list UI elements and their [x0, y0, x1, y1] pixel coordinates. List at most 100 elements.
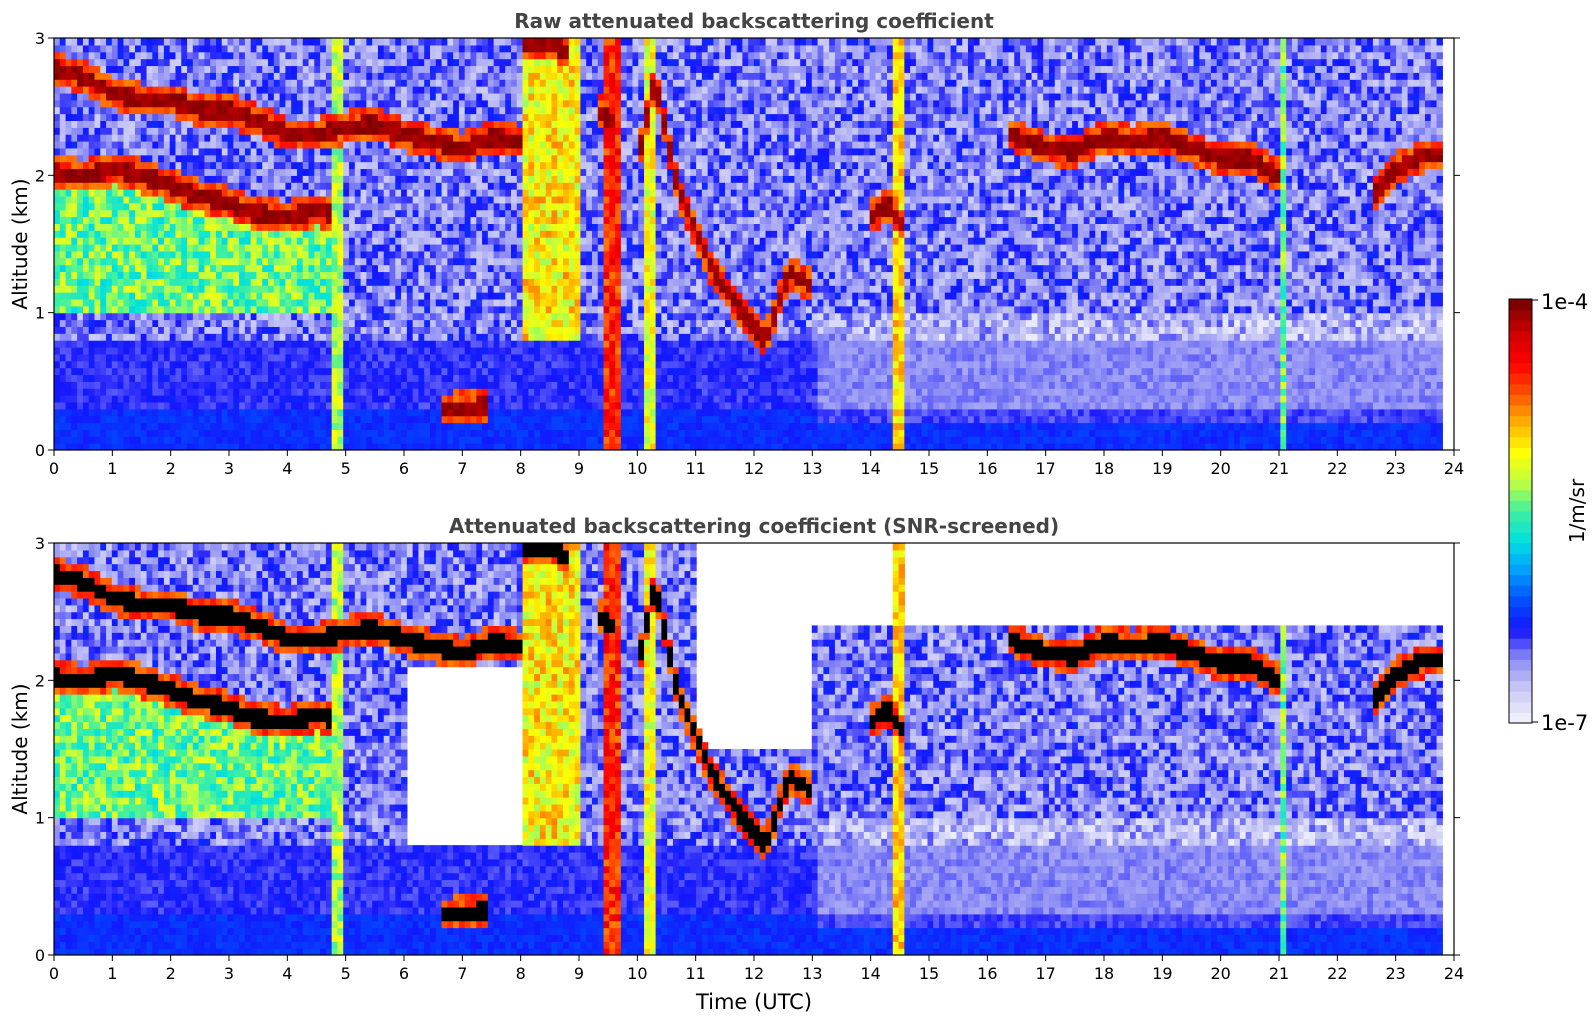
x-tick-label: 10 — [627, 459, 647, 478]
x-tick-label: 18 — [1094, 964, 1114, 983]
colorbar-step — [1509, 479, 1532, 491]
colorbar-step — [1509, 638, 1532, 650]
x-tick-label: 1 — [107, 459, 117, 478]
chart-title-screened: Attenuated backscattering coefficient (S… — [449, 514, 1059, 538]
x-tick-label: 4 — [282, 964, 292, 983]
y-tick-label: 2 — [35, 671, 45, 690]
colorbar-step — [1509, 670, 1532, 682]
colorbar-step — [1509, 553, 1532, 565]
y-tick-label: 1 — [35, 304, 45, 323]
y-tick-label: 2 — [35, 166, 45, 185]
x-tick-label: 15 — [919, 964, 939, 983]
colorbar-step — [1509, 511, 1532, 523]
heatmap-screened — [54, 543, 1454, 955]
x-tick-label: 10 — [627, 964, 647, 983]
x-axis-screened: 0 1 2 3 4 5 6 7 8 9 10 11 12 13 14 15 16 17 18 19 20 21 22 23 24 — [49, 955, 1464, 983]
x-tick-label: 7 — [457, 964, 467, 983]
y-tick-label: 1 — [35, 809, 45, 828]
x-tick-label: 0 — [49, 459, 59, 478]
x-tick-label: 4 — [282, 459, 292, 478]
colorbar-step — [1509, 341, 1532, 353]
x-tick-label: 9 — [574, 964, 584, 983]
colorbar-step — [1509, 574, 1532, 586]
panel-raw: Raw attenuated backscattering coefficien… — [8, 9, 1464, 478]
x-tick-label: 3 — [224, 459, 234, 478]
colorbar-step — [1509, 659, 1532, 671]
x-tick-label: 24 — [1444, 459, 1464, 478]
x-tick-label: 16 — [977, 964, 997, 983]
colorbar-step — [1509, 564, 1532, 576]
x-tick-label: 15 — [919, 459, 939, 478]
x-tick-label: 13 — [802, 964, 822, 983]
colorbar-step — [1509, 362, 1532, 374]
x-tick-label: 22 — [1327, 459, 1347, 478]
colorbar-step — [1509, 489, 1532, 501]
colorbar-step — [1509, 701, 1532, 713]
x-tick-label: 18 — [1094, 459, 1114, 478]
y-axis-raw: 0 1 2 3 — [35, 29, 1460, 460]
x-tick-label: 2 — [166, 459, 176, 478]
x-axis-raw: 0 1 2 3 4 5 6 7 8 9 10 11 12 13 14 15 16 17 18 19 20 21 22 23 24 — [49, 450, 1464, 478]
x-tick-label: 2 — [166, 964, 176, 983]
colorbar-step — [1509, 309, 1532, 321]
colorbar-step — [1509, 712, 1532, 724]
colorbar-step — [1509, 680, 1532, 692]
x-tick-label: 21 — [1269, 964, 1289, 983]
x-tick-label: 16 — [977, 459, 997, 478]
y-axis-label-screened: Altitude (km) — [8, 683, 32, 814]
x-tick-label: 17 — [1035, 459, 1055, 478]
colorbar-steps — [1508, 298, 1533, 724]
y-tick-label: 0 — [35, 946, 45, 965]
colorbar-step — [1509, 585, 1532, 597]
colorbar-step — [1509, 426, 1532, 438]
x-tick-label: 20 — [1210, 964, 1230, 983]
y-tick-label: 3 — [35, 534, 45, 553]
colorbar-step — [1509, 691, 1532, 703]
x-tick-label: 14 — [860, 964, 880, 983]
colorbar-step — [1509, 352, 1532, 364]
x-tick-label: 6 — [399, 459, 409, 478]
x-tick-label: 3 — [224, 964, 234, 983]
x-tick-label: 20 — [1210, 459, 1230, 478]
y-axis-screened: 0 1 2 3 — [35, 534, 1460, 965]
x-tick-label: 6 — [399, 964, 409, 983]
x-tick-label: 14 — [860, 459, 880, 478]
x-tick-label: 0 — [49, 964, 59, 983]
x-tick-label: 5 — [341, 459, 351, 478]
x-tick-label: 11 — [685, 459, 705, 478]
colorbar-step — [1509, 394, 1532, 406]
x-tick-label: 11 — [685, 964, 705, 983]
x-tick-label: 23 — [1385, 964, 1405, 983]
x-tick-label: 9 — [574, 459, 584, 478]
x-tick-label: 12 — [744, 964, 764, 983]
x-tick-label: 19 — [1152, 964, 1172, 983]
colorbar-step — [1509, 436, 1532, 448]
colorbar-step — [1509, 299, 1532, 311]
y-axis-label-raw: Altitude (km) — [8, 178, 32, 309]
x-tick-label: 1 — [107, 964, 117, 983]
colorbar-step — [1509, 627, 1532, 639]
colorbar-step — [1509, 447, 1532, 459]
colorbar-step — [1509, 330, 1532, 342]
colorbar-step — [1509, 468, 1532, 480]
y-tick-label: 3 — [35, 29, 45, 48]
panel-screened: Attenuated backscattering coefficient (S… — [8, 514, 1464, 1014]
colorbar-step — [1509, 542, 1532, 554]
x-tick-label: 8 — [516, 964, 526, 983]
x-tick-label: 7 — [457, 459, 467, 478]
colorbar-step — [1509, 383, 1532, 395]
x-tick-label: 17 — [1035, 964, 1055, 983]
x-tick-label: 19 — [1152, 459, 1172, 478]
colorbar-min-label: 1e-7 — [1541, 711, 1588, 735]
colorbar-step — [1509, 532, 1532, 544]
colorbar-step — [1509, 320, 1532, 332]
colorbar-step — [1509, 606, 1532, 618]
chart-title-raw: Raw attenuated backscattering coefficien… — [514, 9, 994, 33]
x-tick-label: 23 — [1385, 459, 1405, 478]
colorbar-step — [1509, 521, 1532, 533]
colorbar: 1e-4 1e-7 1/m/sr — [1508, 290, 1589, 735]
x-tick-label: 8 — [516, 459, 526, 478]
x-tick-label: 24 — [1444, 964, 1464, 983]
x-tick-label: 5 — [341, 964, 351, 983]
x-tick-label: 13 — [802, 459, 822, 478]
